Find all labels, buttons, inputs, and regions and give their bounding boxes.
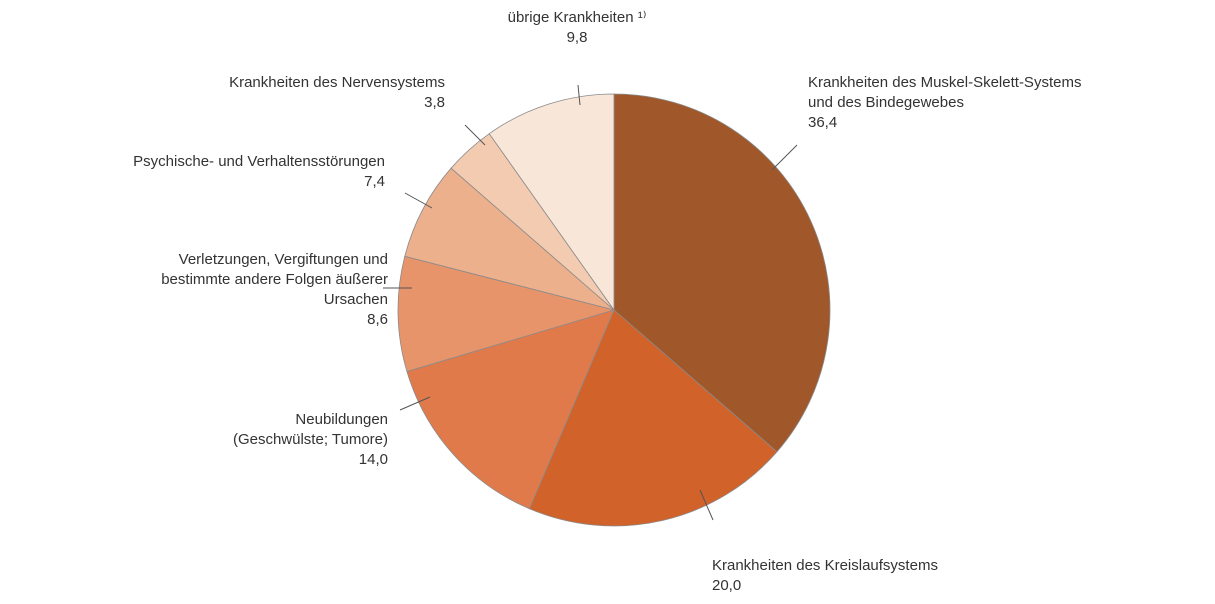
category-label: Krankheiten des Kreislaufsystems <box>712 557 938 574</box>
category-label: Krankheiten des Muskel-Skelett-Systems u… <box>808 74 1082 111</box>
leader-line <box>399 396 431 411</box>
value-label: 8,6 <box>367 311 388 328</box>
pie-slice <box>404 167 615 311</box>
value-label: 20,0 <box>712 577 742 594</box>
value-label: 14,0 <box>358 451 388 468</box>
category-label: Psychische- und Verhaltensstörungen <box>133 153 385 170</box>
slice-label: Neubildungen (Geschwülste; Tumore) 14,0 <box>233 410 388 470</box>
category-label: Krankheiten des Nervensystems <box>229 74 445 91</box>
pie-slice <box>406 309 615 510</box>
leader-line <box>464 124 486 146</box>
value-label: 36,4 <box>808 114 838 131</box>
category-label: Verletzungen, Vergiftungen und bestimmte… <box>161 251 388 308</box>
slice-label: Verletzungen, Vergiftungen und bestimmte… <box>161 250 388 330</box>
pie-slice <box>613 93 831 453</box>
slice-label: Krankheiten des Nervensystems 3,8 <box>229 73 445 113</box>
leader-line <box>577 84 581 106</box>
slice-label: Psychische- und Verhaltensstörungen 7,4 <box>133 152 385 192</box>
value-label: 7,4 <box>364 173 385 190</box>
leader-line <box>771 144 798 171</box>
category-label: Neubildungen (Geschwülste; Tumore) <box>232 411 388 448</box>
pie-slice <box>397 255 616 373</box>
slice-label: Krankheiten des Kreislaufsystems 20,0 <box>712 556 938 596</box>
leader-line <box>699 489 714 521</box>
leader-line <box>404 192 433 209</box>
value-label: 3,8 <box>424 94 445 111</box>
category-label: übrige Krankheiten ¹⁾ <box>507 9 647 26</box>
slice-label: Krankheiten des Muskel-Skelett-Systems u… <box>808 73 1081 133</box>
value-label: 9,8 <box>566 29 588 46</box>
slice-label: übrige Krankheiten ¹⁾ 9,8 <box>508 8 647 48</box>
pie-slice <box>488 93 615 312</box>
